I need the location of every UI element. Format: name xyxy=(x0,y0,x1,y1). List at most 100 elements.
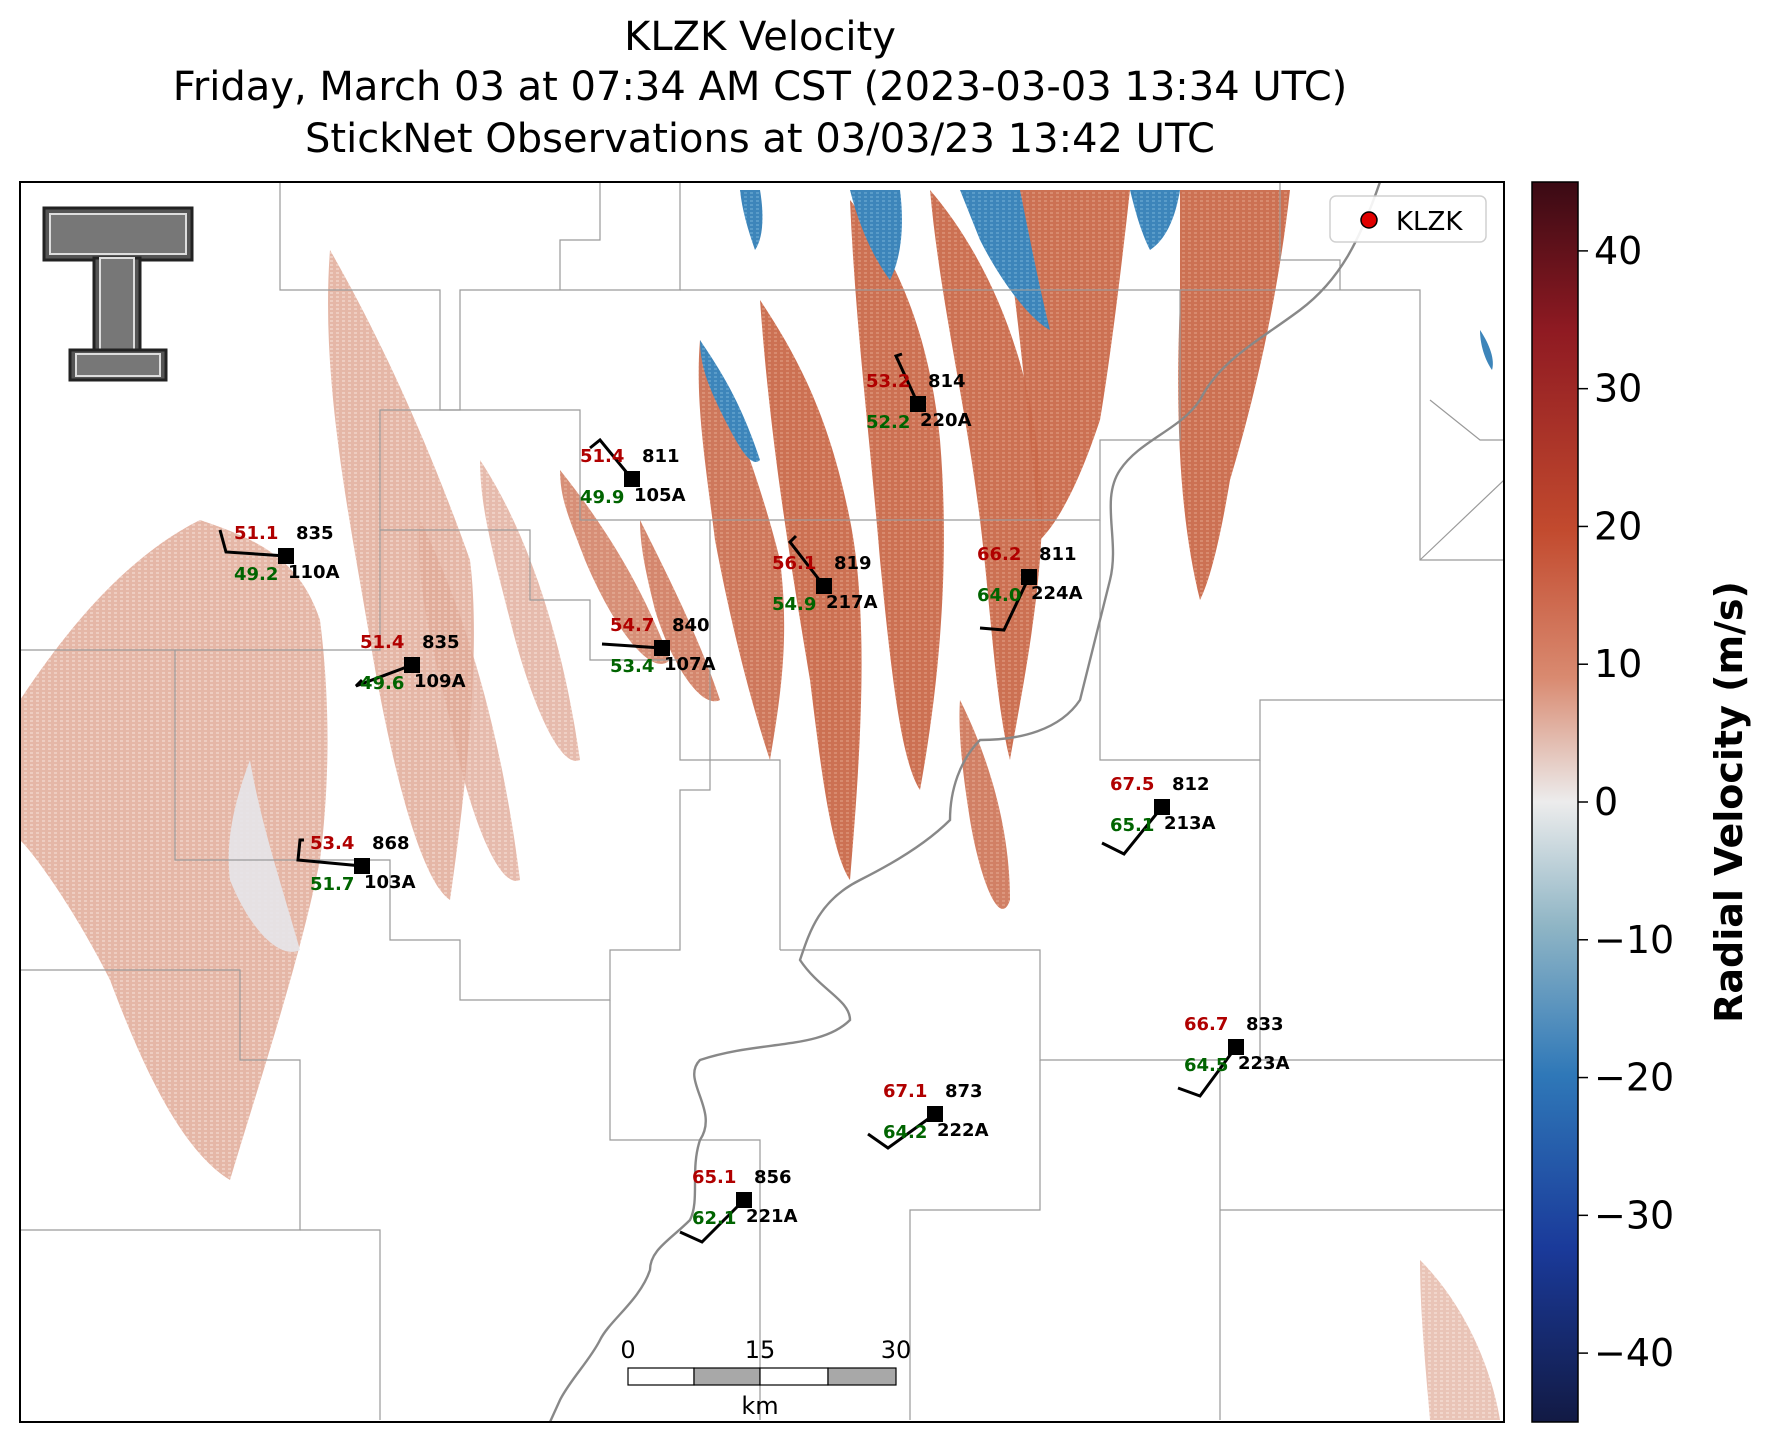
scale-bar: 0 15 30 km xyxy=(620,1336,911,1420)
station-gust-label: 51.1 xyxy=(234,523,278,544)
echo-band-2 xyxy=(328,250,474,900)
wind-barb-icon xyxy=(788,534,826,587)
station-223A[interactable]: 66.7 833 64.5 223A xyxy=(1177,1014,1290,1098)
echo-band-9 xyxy=(850,200,944,790)
station-gust-label: 66.2 xyxy=(977,544,1021,565)
station-wind-label: 49.9 xyxy=(580,487,624,508)
colorbar-tick-label: 20 xyxy=(1594,504,1642,548)
station-gust-label: 51.4 xyxy=(580,446,624,467)
legend: KLZK xyxy=(1329,195,1487,243)
echo-band-5 xyxy=(560,470,670,664)
station-gust-label: 51.4 xyxy=(360,632,404,653)
station-wind-label: 52.2 xyxy=(866,412,910,433)
station-id-label: 107A xyxy=(664,654,716,675)
wind-barb-icon xyxy=(867,1112,936,1150)
station-213A[interactable]: 67.5 812 65.1 213A xyxy=(1101,774,1216,856)
station-103A[interactable]: 53.4 868 51.7 103A xyxy=(296,833,416,895)
station-222A[interactable]: 67.1 873 64.2 222A xyxy=(867,1081,989,1150)
station-pressure-label: 833 xyxy=(1246,1014,1284,1035)
wind-barb-icon xyxy=(979,576,1031,632)
station-221A[interactable]: 65.1 856 62.1 221A xyxy=(679,1167,798,1244)
station-id-label: 105A xyxy=(634,485,686,506)
wind-barb-icon xyxy=(354,663,413,688)
station-pressure-label: 868 xyxy=(372,833,410,854)
title-line-3: StickNet Observations at 03/03/23 13:42 … xyxy=(305,116,1215,162)
station-wind-label: 65.1 xyxy=(1110,815,1154,836)
station-110A[interactable]: 51.1 835 49.2 110A xyxy=(218,523,340,585)
station-wind-label: 64.5 xyxy=(1184,1055,1228,1076)
station-107A[interactable]: 54.7 840 53.4 107A xyxy=(601,615,716,677)
echo-band-3 xyxy=(419,520,520,881)
station-marker-icon xyxy=(1021,569,1037,585)
station-pressure-label: 835 xyxy=(422,632,460,653)
station-220A[interactable]: 53.2 814 52.2 220A xyxy=(866,352,972,433)
echo-blue-6 xyxy=(1480,330,1493,370)
colorbar-tick-label: 0 xyxy=(1594,780,1618,824)
station-id-label: 213A xyxy=(1164,813,1216,834)
station-marker-icon xyxy=(816,578,832,594)
wind-barb-icon xyxy=(1101,806,1164,856)
wind-barb-icon xyxy=(1177,1046,1238,1098)
station-wind-label: 49.2 xyxy=(234,564,278,585)
echo-blue-3 xyxy=(960,190,1050,330)
colorbar-label: Radial Velocity (m/s) xyxy=(1707,581,1751,1023)
station-marker-icon xyxy=(736,1192,752,1208)
legend-marker-icon xyxy=(1360,211,1378,229)
scale-unit: km xyxy=(741,1392,778,1420)
station-109A[interactable]: 51.4 835 49.6 109A xyxy=(354,632,466,694)
texas-tech-logo xyxy=(42,206,194,382)
station-gust-label: 65.1 xyxy=(692,1167,736,1188)
station-wind-label: 51.7 xyxy=(310,874,354,895)
station-marker-icon xyxy=(1228,1039,1244,1055)
station-wind-label: 62.1 xyxy=(692,1208,736,1229)
colorbar-tick-label: −30 xyxy=(1594,1193,1674,1237)
station-marker-icon xyxy=(354,858,370,874)
station-224A[interactable]: 66.2 811 64.0 224A xyxy=(977,544,1083,632)
colorbar-tick-label: 30 xyxy=(1594,367,1642,411)
county-boundaries xyxy=(20,182,1504,1420)
station-marker-icon xyxy=(927,1106,943,1122)
station-wind-label: 64.2 xyxy=(883,1122,927,1143)
echo-band-8 xyxy=(760,300,862,880)
station-id-label: 217A xyxy=(826,592,878,613)
wind-barb-icon xyxy=(679,1198,746,1244)
station-pressure-label: 835 xyxy=(296,523,334,544)
station-pressure-label: 819 xyxy=(834,553,872,574)
station-pressure-label: 812 xyxy=(1172,774,1210,795)
station-gust-label: 54.7 xyxy=(610,615,654,636)
station-217A[interactable]: 56.1 819 54.9 217A xyxy=(772,534,878,615)
colorbar-ticks: 40 30 20 10 0 −10 −20 −30 −40 xyxy=(1578,229,1674,1375)
colorbar-tick-label: −20 xyxy=(1594,1056,1674,1100)
wind-barb-icon xyxy=(893,352,920,405)
sticknet-stations: 53.4 868 51.7 103A 51.4 811 49.9 105A 54.7 840 53.… xyxy=(218,352,1290,1244)
station-gust-label: 66.7 xyxy=(1184,1014,1228,1035)
station-id-label: 103A xyxy=(364,872,416,893)
station-105A[interactable]: 51.4 811 49.9 105A xyxy=(580,437,686,508)
echo-blue-4 xyxy=(1130,190,1180,250)
title-line-2: Friday, March 03 at 07:34 AM CST (2023-0… xyxy=(172,64,1348,110)
colorbar-tick-label: 10 xyxy=(1594,642,1642,686)
echo-band-12 xyxy=(1178,190,1290,600)
echo-blue-1 xyxy=(700,340,760,462)
wind-barb-icon xyxy=(601,642,663,650)
station-gust-label: 67.1 xyxy=(883,1081,927,1102)
radar-echoes xyxy=(20,190,1500,1420)
station-gust-label: 53.4 xyxy=(310,833,354,854)
wind-barb-icon xyxy=(296,838,363,868)
echo-band-west-1 xyxy=(228,760,300,952)
station-id-label: 221A xyxy=(746,1206,798,1227)
wind-barb-icon xyxy=(589,437,634,480)
echo-band-6 xyxy=(640,520,720,702)
station-marker-icon xyxy=(654,640,670,656)
station-id-label: 109A xyxy=(414,671,466,692)
station-id-label: 223A xyxy=(1238,1053,1290,1074)
station-pressure-label: 811 xyxy=(642,446,680,467)
station-gust-label: 53.2 xyxy=(866,371,910,392)
legend-label: KLZK xyxy=(1396,207,1463,237)
scale-tick-0: 0 xyxy=(620,1336,635,1364)
scale-tick-30: 30 xyxy=(881,1336,912,1364)
station-marker-icon xyxy=(1154,799,1170,815)
station-marker-icon xyxy=(910,396,926,412)
station-pressure-label: 811 xyxy=(1039,544,1077,565)
station-pressure-label: 840 xyxy=(672,615,710,636)
